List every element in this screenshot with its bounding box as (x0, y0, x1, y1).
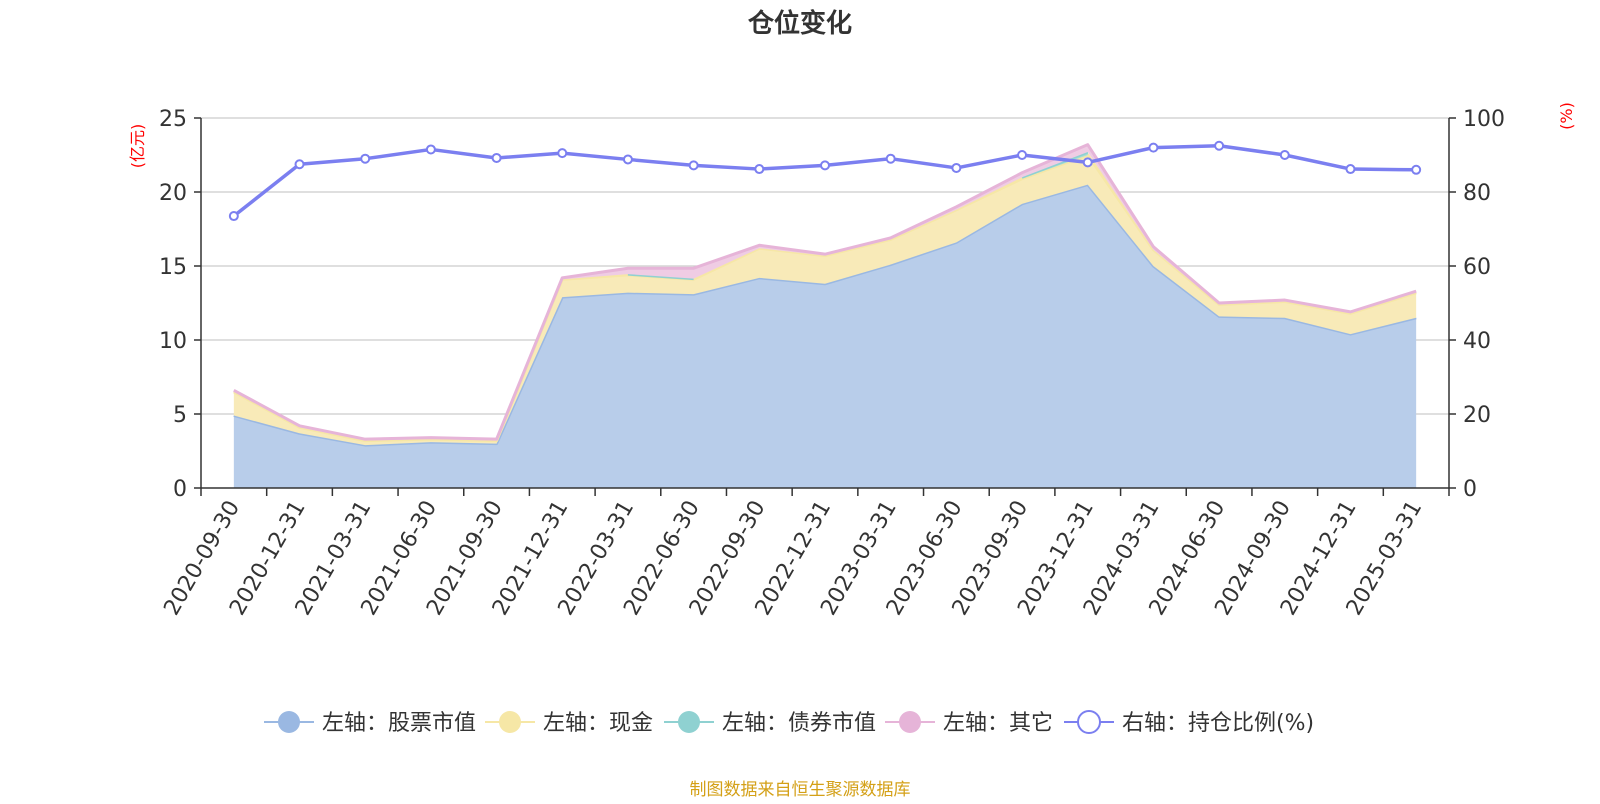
area-fill (233, 184, 1417, 488)
ratio-point (1279, 150, 1290, 160)
legend-item: 左轴：债券市值 (664, 711, 876, 736)
left-tick-label: 5 (173, 403, 187, 428)
ratio-point (688, 160, 699, 171)
ratio-point (1082, 157, 1093, 168)
left-tick-label: 20 (159, 181, 187, 206)
ratio-point (1148, 142, 1159, 153)
ratio-point (1345, 164, 1356, 175)
ratio-point (425, 144, 436, 155)
legend-marker (278, 711, 300, 733)
legend-item: 左轴：其它 (885, 711, 1053, 736)
ratio-point (1411, 164, 1422, 175)
right-tick-label: 0 (1463, 477, 1477, 502)
ratio-point (622, 154, 633, 165)
legend-label: 右轴：持仓比例(%) (1122, 711, 1314, 736)
legend-marker (1077, 710, 1101, 734)
legend-item: 左轴：股票市值 (264, 711, 476, 736)
ratio-point (951, 162, 962, 173)
legend-label: 左轴：债券市值 (722, 711, 876, 736)
footer-source: 制图数据来自恒生聚源数据库 (690, 780, 911, 800)
left-tick-label: 15 (159, 255, 187, 280)
right-tick-label: 100 (1463, 107, 1505, 132)
line-layer (228, 140, 1422, 222)
right-tick-label: 80 (1463, 181, 1491, 206)
ratio-point (491, 152, 502, 163)
legend-marker (899, 711, 921, 733)
chart-title: 仓位变化 (747, 8, 852, 39)
right-axis-unit-label: (%) (1557, 102, 1576, 130)
left-tick-label: 25 (159, 107, 187, 132)
ratio-point (360, 153, 371, 164)
legend-label: 左轴：现金 (543, 711, 653, 736)
area-line (233, 143, 1417, 441)
ratio-point (885, 153, 896, 164)
legend-marker (678, 711, 700, 733)
right-tick-label: 40 (1463, 329, 1491, 354)
ratio-point (228, 211, 239, 222)
left-axis-unit-label: (亿元) (128, 124, 147, 169)
legend-item: 右轴：持仓比例(%) (1064, 710, 1314, 736)
left-tick-label: 0 (173, 477, 187, 502)
legend-label: 左轴：其它 (943, 711, 1053, 736)
ratio-point (557, 148, 568, 159)
ratio-point (754, 164, 765, 175)
left-tick-label: 10 (159, 329, 187, 354)
ratio-line (232, 144, 1417, 218)
ratio-point (1017, 150, 1028, 160)
legend-marker (499, 711, 521, 733)
legend-item: 左轴：现金 (485, 711, 653, 736)
legend-label: 左轴：股票市值 (322, 711, 476, 736)
ratio-point (294, 159, 305, 170)
legend: 左轴：股票市值 左轴：现金 左轴：债券市值 左轴：其它 右轴：持仓比例(%) (264, 710, 1314, 736)
area-layer (233, 143, 1417, 488)
ratio-point (1214, 140, 1225, 151)
right-tick-label: 20 (1463, 403, 1491, 428)
ratio-point (820, 160, 830, 171)
right-tick-label: 60 (1463, 255, 1491, 280)
